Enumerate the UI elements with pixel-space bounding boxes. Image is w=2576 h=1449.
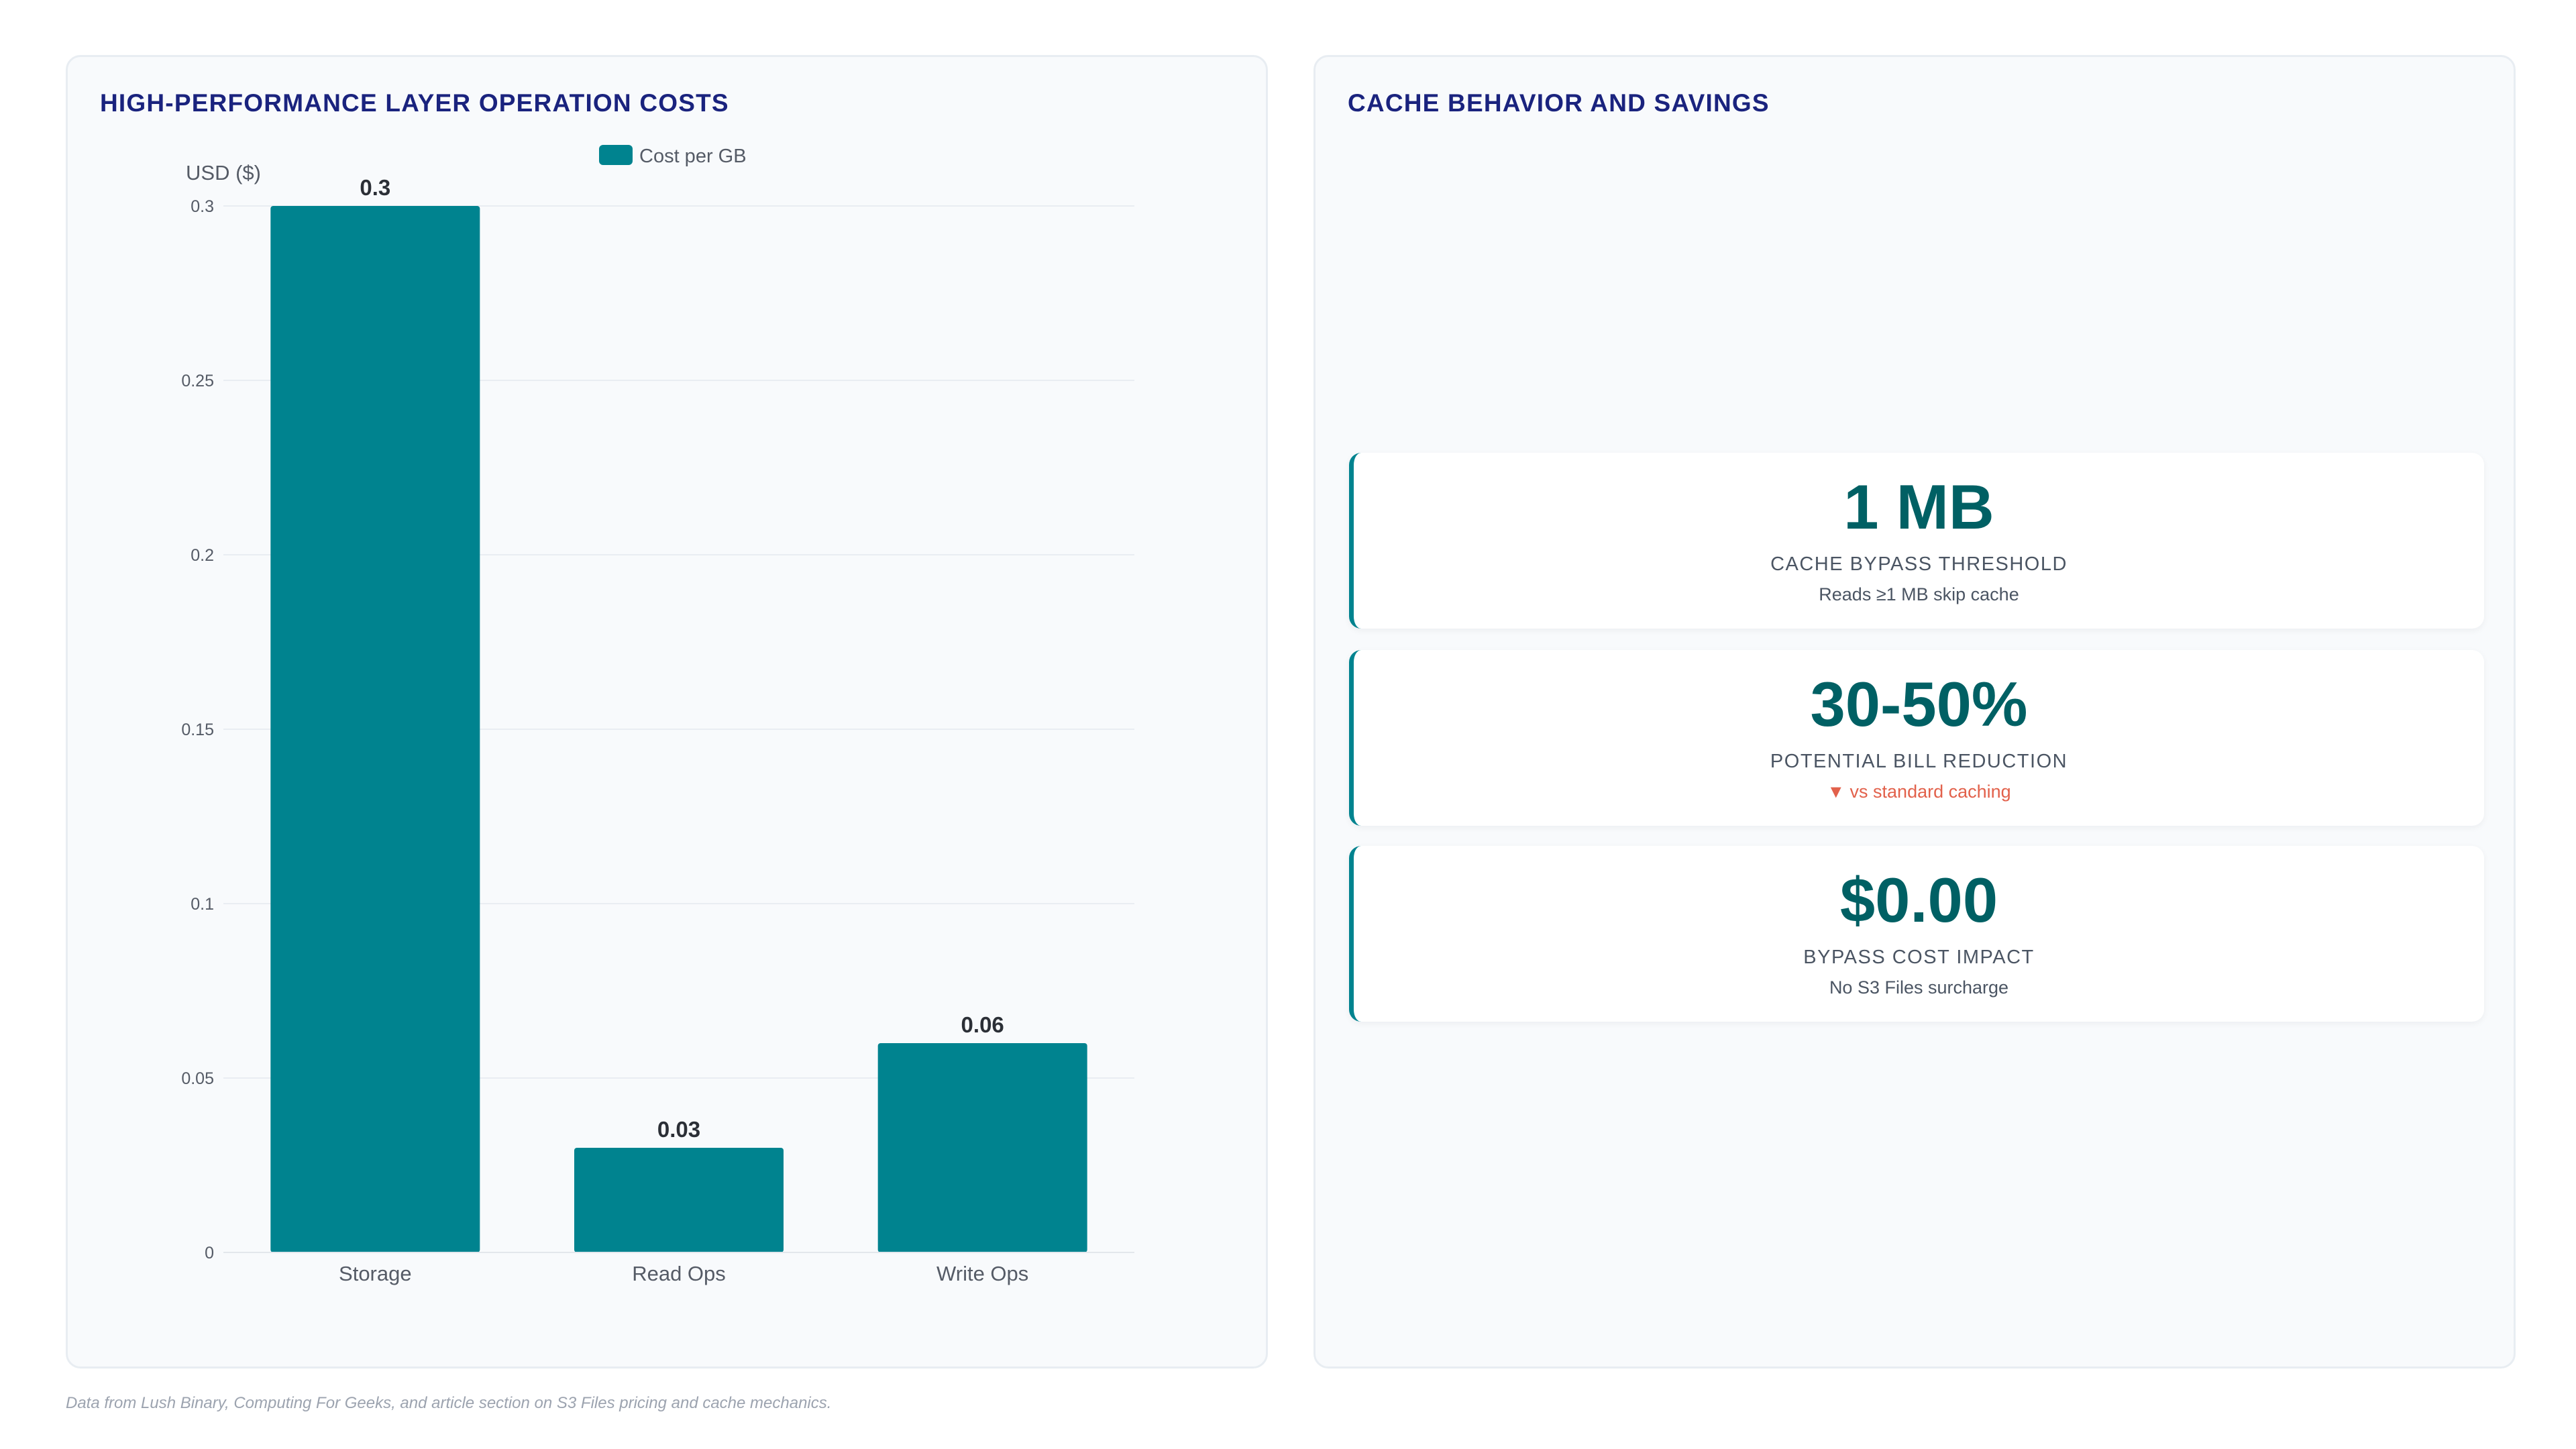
stat-label-bill-reduction: POTENTIAL BILL REDUCTION <box>1770 751 2068 772</box>
stat-label-bypass-threshold: CACHE BYPASS THRESHOLD <box>1770 553 2068 575</box>
cost-chart-title: HIGH-PERFORMANCE LAYER OPERATION COSTS <box>100 89 729 117</box>
legend-label: Cost per GB <box>639 146 747 167</box>
y-tick-label: 0.05 <box>181 1069 214 1088</box>
cache-savings-panel: CACHE BEHAVIOR AND SAVINGS 1 MB CACHE BY… <box>1313 55 2516 1368</box>
bar-storage <box>270 206 480 1252</box>
y-tick-label: 0.3 <box>191 197 214 216</box>
y-axis-title: USD ($) <box>186 161 261 184</box>
footnote: Data from Lush Binary, Computing For Gee… <box>66 1394 832 1412</box>
legend-swatch <box>599 145 633 165</box>
y-tick-label: 0.25 <box>181 372 214 390</box>
stat-card-bypass-threshold: 1 MB CACHE BYPASS THRESHOLD Reads ≥1 MB … <box>1349 453 2484 629</box>
stat-value-bypass-cost: $0.00 <box>1839 865 1998 935</box>
x-tick-label: Read Ops <box>632 1262 726 1285</box>
stat-sub-bypass-threshold: Reads ≥1 MB skip cache <box>1819 584 2019 604</box>
y-tick-label: 0.2 <box>191 546 214 565</box>
stat-value-bypass-threshold: 1 MB <box>1843 472 1994 542</box>
stat-sub-bill-reduction: ▼ vs standard caching <box>1827 782 2011 802</box>
cache-savings-title: CACHE BEHAVIOR AND SAVINGS <box>1348 89 1770 117</box>
cost-chart-panel: HIGH-PERFORMANCE LAYER OPERATION COSTS 0… <box>66 55 1268 1368</box>
bar-read-ops <box>574 1148 784 1252</box>
stat-label-bypass-cost: BYPASS COST IMPACT <box>1803 947 2035 968</box>
bar-data-label: 0.03 <box>657 1117 700 1142</box>
y-tick-label: 0 <box>205 1244 214 1263</box>
y-tick-label: 0.1 <box>191 895 214 914</box>
cost-bar-chart: 0 0.05 0.1 0.15 0.2 0.25 0.3 USD ($) Cost per GB… <box>181 145 1134 1285</box>
stat-sub-bypass-cost: No S3 Files surcharge <box>1829 977 2009 998</box>
bar-data-label: 0.3 <box>360 175 390 200</box>
bar-data-label: 0.06 <box>961 1012 1004 1037</box>
x-tick-label: Write Ops <box>936 1262 1028 1285</box>
x-tick-label: Storage <box>339 1262 412 1285</box>
stat-card-bypass-cost: $0.00 BYPASS COST IMPACT No S3 Files sur… <box>1349 846 2484 1022</box>
stat-value-bill-reduction: 30-50% <box>1810 669 2028 739</box>
stat-card-bill-reduction: 30-50% POTENTIAL BILL REDUCTION ▼ vs sta… <box>1349 650 2484 826</box>
bar-write-ops <box>877 1043 1087 1252</box>
y-tick-label: 0.15 <box>181 720 214 739</box>
